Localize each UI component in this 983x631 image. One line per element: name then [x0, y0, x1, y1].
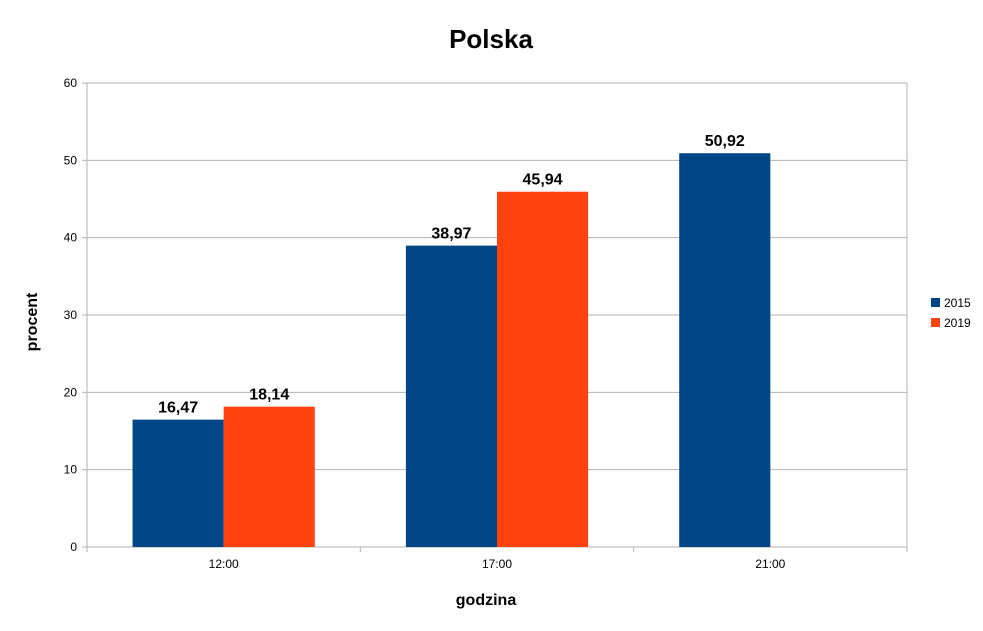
legend-swatch-2015 [931, 298, 940, 307]
data-label: 45,94 [523, 172, 563, 189]
data-label: 38,97 [431, 226, 471, 243]
data-label: 16,47 [158, 400, 198, 417]
data-label: 50,92 [705, 133, 745, 150]
bar-2015-12:00 [132, 419, 224, 547]
x-tick-label: 17:00 [482, 557, 512, 571]
chart-title: Polska [449, 24, 533, 54]
y-tick-label: 50 [64, 153, 78, 167]
y-axis-label: procent [24, 292, 41, 351]
y-tick-label: 60 [64, 76, 78, 90]
y-tick-label: 0 [70, 540, 77, 554]
y-tick-label: 40 [64, 231, 78, 245]
y-tick-label: 30 [64, 308, 78, 322]
bar-2019-12:00 [223, 406, 315, 547]
legend-swatch-2019 [931, 318, 940, 327]
legend-label: 2019 [944, 316, 971, 330]
bar-2019-17:00 [497, 191, 589, 548]
x-axis-label: godzina [456, 592, 517, 609]
legend-label: 2015 [944, 296, 971, 310]
y-tick-label: 20 [64, 385, 78, 399]
bar-2015-21:00 [679, 153, 771, 547]
y-tick-label: 10 [64, 463, 78, 477]
x-tick-label: 21:00 [755, 557, 785, 571]
x-tick-label: 12:00 [209, 557, 239, 571]
bar-2015-17:00 [405, 245, 497, 547]
data-label: 18,14 [249, 387, 289, 404]
